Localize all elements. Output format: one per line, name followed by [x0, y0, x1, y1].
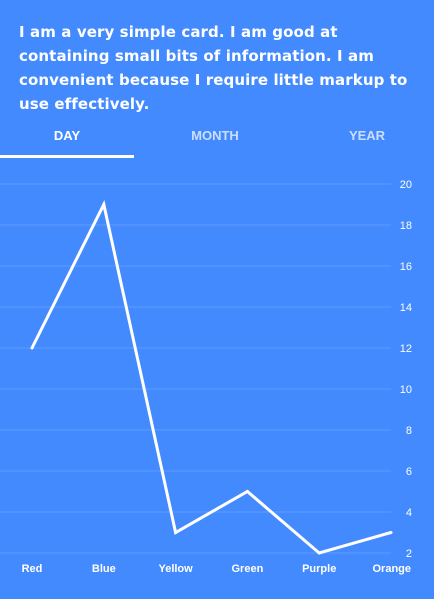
y-tick-label: 14	[400, 302, 412, 314]
x-tick-label: Red	[22, 563, 43, 575]
data-point	[30, 346, 34, 350]
data-point	[245, 490, 249, 493]
x-tick-label: Yellow	[158, 563, 193, 575]
y-tick-label: 20	[400, 179, 412, 191]
y-tick-label: 6	[406, 466, 412, 478]
x-tick-label: Green	[232, 563, 264, 575]
tab-day[interactable]: DAY	[53, 128, 81, 143]
active-tab-indicator	[0, 155, 134, 158]
y-tick-label: 8	[406, 425, 412, 437]
data-point	[317, 551, 321, 555]
tab-year[interactable]: YEAR	[348, 128, 386, 143]
y-tick-label: 2	[406, 548, 412, 560]
y-tick-label: 12	[400, 343, 412, 355]
x-tick-label: Purple	[302, 563, 336, 575]
card-text: I am a very simple card. I am good at co…	[19, 23, 408, 113]
tab-bar: DAY MONTH YEAR	[0, 115, 434, 159]
line-chart: 2 4 6 8 10 12 14 16 18 20 Red Blue Yellow Green Purple…	[0, 179, 412, 575]
series-line	[30, 200, 392, 555]
y-tick-label: 10	[400, 384, 412, 396]
tab-month[interactable]: MONTH	[191, 128, 239, 143]
x-tick-label: Blue	[92, 563, 116, 575]
y-tick-label: 18	[400, 220, 412, 232]
data-point	[102, 203, 106, 206]
y-tick-label: 16	[400, 261, 412, 273]
x-tick-label: Orange	[372, 563, 411, 575]
data-point	[174, 531, 178, 534]
data-point	[389, 531, 393, 534]
y-tick-label: 4	[406, 507, 412, 519]
